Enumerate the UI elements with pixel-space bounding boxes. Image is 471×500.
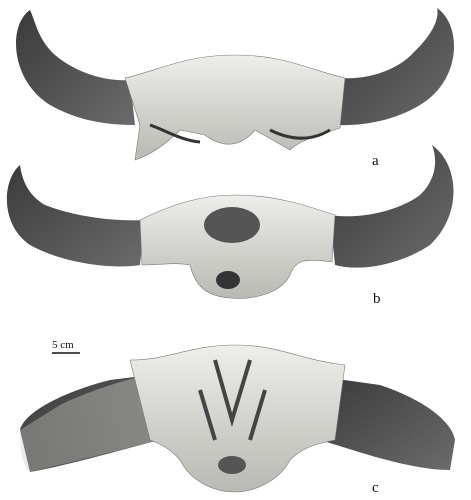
skull-b xyxy=(6,145,454,299)
scale-bar: 5 cm xyxy=(52,339,80,354)
scale-label: 5 cm xyxy=(52,339,74,351)
panel-label: b xyxy=(373,291,381,307)
skull-c xyxy=(20,344,455,493)
skull-a xyxy=(16,8,455,161)
panel-label: a xyxy=(372,153,379,169)
panel-label: c xyxy=(372,480,379,496)
